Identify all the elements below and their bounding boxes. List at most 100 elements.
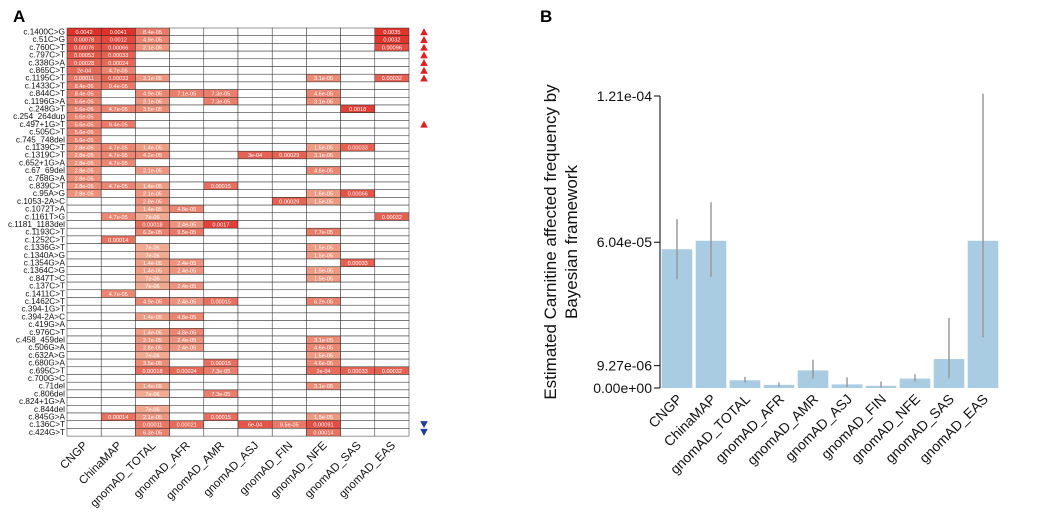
- cell-value: 1.5e-05: [314, 415, 333, 421]
- heatmap-cell: [203, 58, 239, 67]
- heatmap-cell: [203, 281, 239, 291]
- cell-value: 0.00014: [313, 430, 333, 436]
- heatmap-cell: [66, 304, 102, 314]
- y-tick-label: 1.21e-04: [597, 88, 652, 104]
- up-triangle-icon: [420, 120, 428, 128]
- heatmap-cell: [374, 335, 410, 344]
- heatmap-cell: [374, 281, 410, 291]
- cell-value: 7.3e-05: [211, 99, 230, 105]
- heatmap-cell: [237, 397, 273, 406]
- cell-value: 0.00014: [108, 415, 128, 421]
- heatmap-cell: [169, 251, 205, 260]
- heatmap-cell: [203, 204, 239, 214]
- cell-value: 2.8e-05: [143, 346, 162, 352]
- cell-value: 1.5e-05: [314, 253, 333, 259]
- heatmap-cell: [271, 166, 307, 175]
- cell-value: 0.0041: [110, 30, 127, 36]
- heatmap-cell: [271, 112, 307, 121]
- heatmap-cell: [100, 297, 136, 306]
- cell-value: 4.7e-05: [109, 153, 128, 159]
- heatmap-cell: [374, 189, 410, 198]
- heatmap-cell: [66, 289, 102, 298]
- heatmap-cell: [237, 335, 273, 344]
- heatmap-cell: [66, 397, 102, 406]
- heatmap-cell: [271, 343, 307, 352]
- heatmap-cell: [203, 243, 239, 252]
- heatmap-cell: [374, 158, 410, 167]
- heatmap-cell: [306, 320, 341, 329]
- cell-value: 0.00066: [108, 45, 128, 51]
- cell-value: 7e-06: [145, 407, 159, 413]
- heatmap-cell: [237, 189, 273, 198]
- heatmap-cell: [100, 204, 136, 214]
- heatmap-cell: [66, 312, 102, 321]
- heatmap-cell: [237, 127, 273, 137]
- cell-value: 2.4e-05: [177, 269, 196, 275]
- heatmap-cell: [169, 389, 205, 398]
- heatmap-cell: [237, 50, 273, 60]
- cell-value: 0.00018: [142, 223, 162, 229]
- heatmap-cell: [271, 374, 307, 383]
- heatmap-cell: [66, 227, 102, 237]
- heatmap-cell: [135, 304, 170, 314]
- heatmap-cell: [135, 50, 170, 60]
- heatmap-cell: [306, 235, 341, 244]
- heatmap-cell: [203, 50, 239, 60]
- up-triangle-icon: [420, 59, 428, 67]
- heatmap-cell: [271, 266, 307, 275]
- heatmap-cell: [203, 73, 239, 83]
- heatmap-cell: [237, 197, 273, 206]
- heatmap-cell: [237, 112, 273, 121]
- heatmap-cell: [203, 174, 239, 183]
- cell-value: 0.00015: [211, 361, 231, 367]
- row-label: c.1336G>T: [24, 243, 65, 252]
- heatmap-cell: [203, 289, 239, 298]
- heatmap-cell: [203, 405, 239, 414]
- heatmap-cell: [100, 397, 136, 406]
- heatmap-cell: [66, 258, 102, 267]
- heatmap-cell: [169, 189, 205, 198]
- down-triangle-icon: [420, 428, 428, 436]
- heatmap-cell: [271, 258, 307, 267]
- heatmap-cell: [374, 58, 410, 67]
- heatmap-cell: [203, 66, 239, 75]
- heatmap-cell: [135, 397, 170, 406]
- heatmap-cell: [340, 374, 376, 383]
- heatmap-cell: [169, 104, 205, 113]
- heatmap-cell: [340, 320, 376, 329]
- heatmap-cell: [306, 120, 341, 129]
- heatmap-cell: [237, 58, 273, 67]
- row-label: c.424G>T: [29, 428, 65, 437]
- down-triangle-icon: [420, 421, 428, 429]
- heatmap-cell: [100, 220, 136, 229]
- cell-value: 0.00015: [211, 415, 231, 421]
- heatmap-cell: [237, 220, 273, 229]
- heatmap-cell: [66, 328, 102, 337]
- heatmap-cell: [135, 235, 170, 244]
- heatmap-cell: [306, 397, 341, 406]
- heatmap-cell: [135, 320, 170, 329]
- heatmap-cell: [203, 312, 239, 321]
- cell-value: 4.8e-05: [177, 330, 196, 336]
- heatmap-cell: [169, 351, 205, 360]
- heatmap-cell: [340, 289, 376, 298]
- row-label: c.1364C>G: [23, 266, 65, 275]
- heatmap-cell: [203, 143, 239, 152]
- row-label: c.136C>T: [29, 420, 65, 429]
- heatmap-cell: [237, 266, 273, 275]
- heatmap-cell: [340, 212, 376, 221]
- heatmap-cell: [66, 335, 102, 344]
- cell-value: 2.8e-05: [75, 146, 94, 152]
- heatmap-cell: [237, 343, 273, 352]
- heatmap-cell: [340, 27, 376, 36]
- heatmap-cell: [169, 174, 205, 183]
- heatmap-cell: [374, 274, 410, 283]
- heatmap-cell: [374, 312, 410, 321]
- heatmap-cell: [100, 97, 136, 106]
- heatmap-cell: [306, 181, 341, 190]
- row-label: c.51C>G: [32, 35, 65, 44]
- heatmap-cell: [271, 274, 307, 283]
- heatmap-cell: [237, 35, 273, 44]
- cell-value: 4.6e-05: [314, 92, 333, 98]
- heatmap-cell: [66, 358, 102, 368]
